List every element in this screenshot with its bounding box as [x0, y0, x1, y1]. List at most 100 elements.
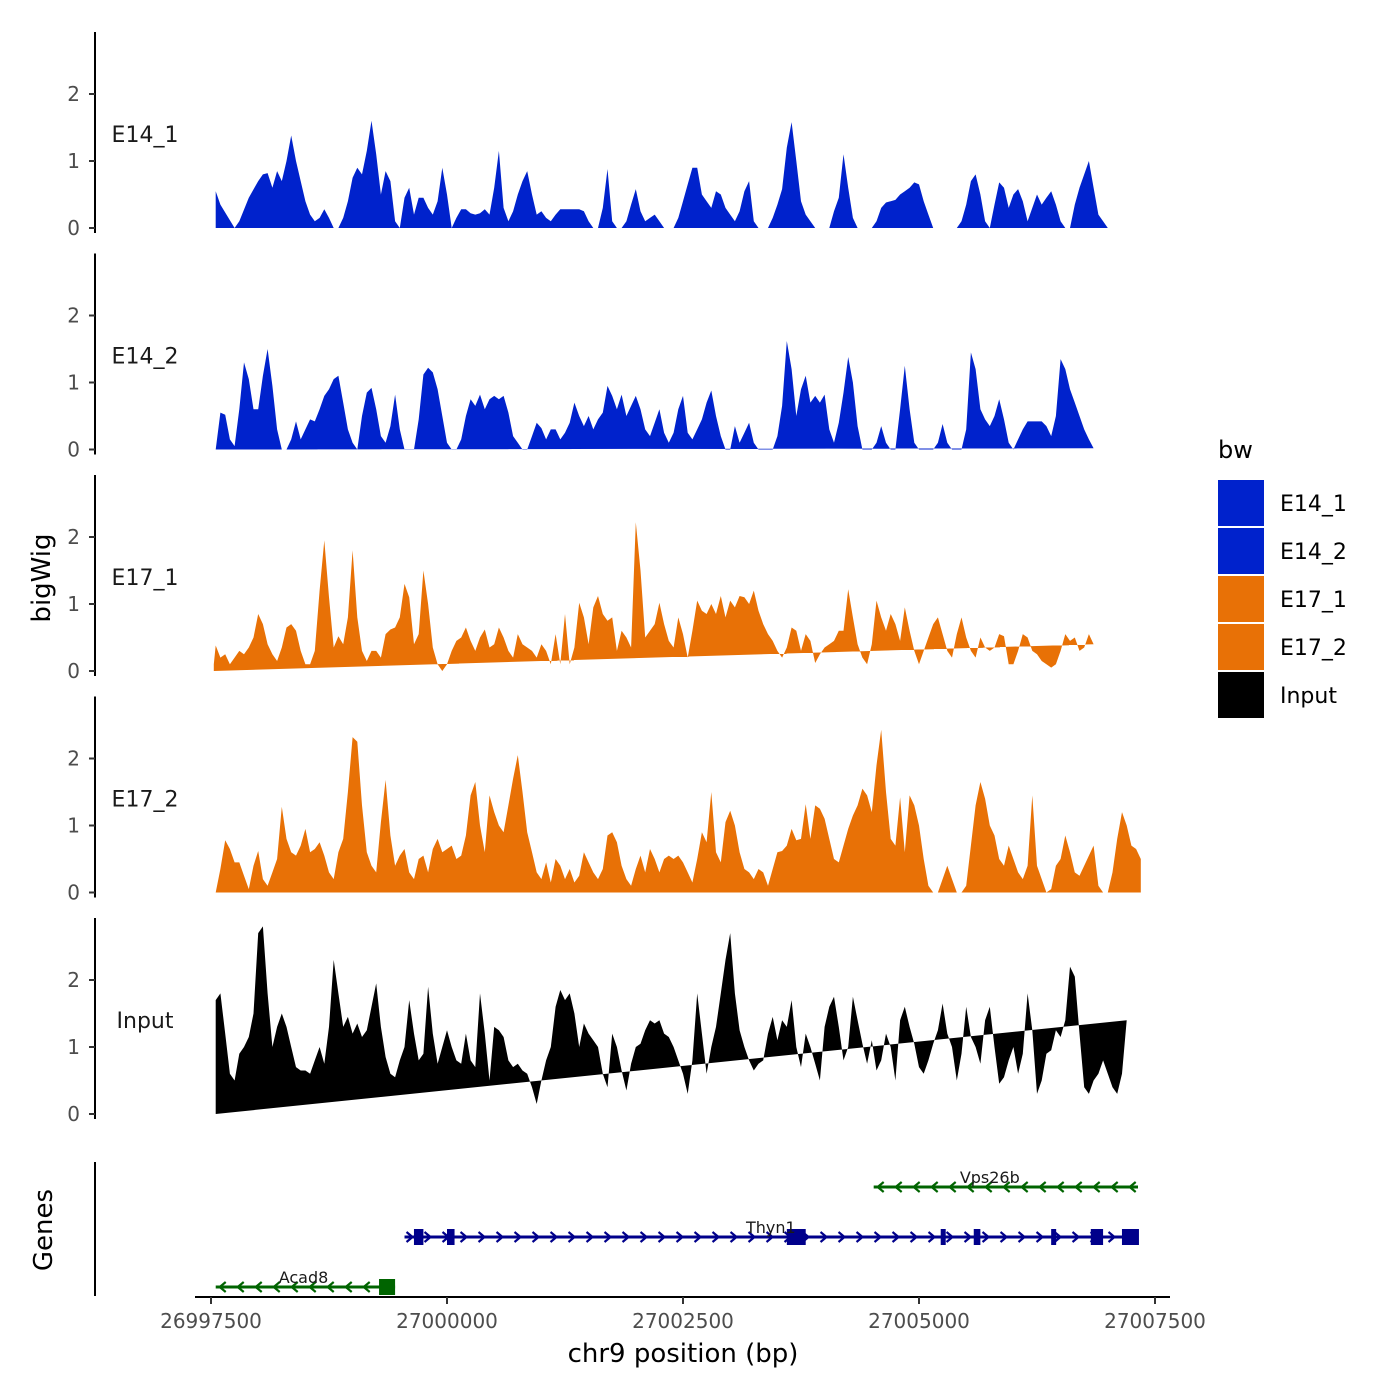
track-label: E17_1 [112, 566, 179, 591]
strand-chevron [272, 1281, 281, 1293]
strand-chevron [693, 1231, 703, 1243]
exon-block [1121, 1229, 1139, 1245]
gene-Thyn1: Thyn1 [404, 1218, 1139, 1245]
y-tick-label: 0 [67, 1102, 80, 1126]
track-label: E14_2 [112, 345, 179, 370]
strand-chevron [362, 1281, 371, 1293]
strand-chevron [1107, 1231, 1117, 1243]
track-label: E17_2 [112, 788, 179, 813]
y-tick-label: 0 [67, 438, 80, 462]
strand-chevron [1127, 1181, 1137, 1193]
legend-swatch [1218, 576, 1264, 622]
strand-chevron [983, 1181, 993, 1193]
strand-chevron [729, 1231, 739, 1243]
genes-axis-title: Genes [29, 1189, 59, 1271]
strand-chevron [911, 1181, 921, 1193]
y-tick-label: 2 [67, 82, 80, 106]
strand-chevron [326, 1281, 335, 1293]
strand-chevron [639, 1231, 649, 1243]
strand-chevron [875, 1181, 885, 1193]
signal-area-E14_1 [215, 120, 1113, 228]
gene-Vps26b: Vps26b [873, 1168, 1139, 1193]
signal-area-E17_1 [213, 522, 1094, 671]
exon-block [940, 1229, 946, 1245]
legend-label: Input [1280, 684, 1337, 709]
y-tick-label: 1 [67, 149, 80, 173]
signal-area-E14_2 [215, 341, 1094, 450]
y-tick-label: 1 [67, 814, 80, 838]
strand-chevron [893, 1181, 903, 1193]
strand-chevron [965, 1181, 975, 1193]
track-panel-E17_1: 0 1 2 E17_1 [67, 475, 1094, 683]
strand-chevron [531, 1231, 541, 1243]
y-tick-label: 0 [67, 216, 80, 240]
y-tick-label: 1 [67, 371, 80, 395]
x-axis: chr9 position (bp) 26997500 27000000 27002… [160, 1296, 1206, 1369]
strand-chevron [218, 1281, 227, 1293]
strand-chevron [513, 1231, 523, 1243]
strand-chevron [1037, 1181, 1047, 1193]
y-tick-label: 0 [67, 659, 80, 683]
track-label: Input [117, 1009, 174, 1034]
strand-chevron [254, 1281, 263, 1293]
legend: bw E14_1 E14_2 E17_1 E17_2 Input [1218, 436, 1347, 718]
strand-chevron [1109, 1181, 1119, 1193]
strand-chevron [891, 1231, 901, 1243]
strand-chevron [1001, 1181, 1011, 1193]
track-label: E14_1 [112, 123, 179, 148]
x-tick-label: 27005000 [868, 1309, 970, 1333]
gene-Acad8: Acad8 [215, 1268, 396, 1295]
legend-label: E14_2 [1280, 540, 1347, 565]
exon-block [379, 1279, 396, 1295]
x-tick-label: 27007500 [1104, 1309, 1206, 1333]
signal-area-E17_2 [215, 729, 1141, 893]
strand-chevron [963, 1231, 973, 1243]
y-tick-label: 0 [67, 881, 80, 905]
strand-chevron [477, 1231, 487, 1243]
legend-label: E17_2 [1280, 636, 1347, 661]
strand-chevron [929, 1181, 939, 1193]
strand-chevron [621, 1231, 631, 1243]
strand-chevron [308, 1281, 317, 1293]
signal-tracks: 0 1 2 E14_1 0 1 2 E14_2 0 1 2 E17_1 0 1 2 E17_2 0 1 2 Input [67, 32, 1141, 1126]
strand-chevron [765, 1231, 775, 1243]
gene-label: Thyn1 [745, 1218, 796, 1237]
strand-chevron [1019, 1181, 1029, 1193]
strand-chevron [405, 1231, 415, 1243]
strand-chevron [567, 1231, 577, 1243]
legend-swatch [1218, 528, 1264, 574]
strand-chevron [1035, 1231, 1045, 1243]
exon-block [1090, 1229, 1104, 1245]
y-tick-label: 2 [67, 747, 80, 771]
strand-chevron [603, 1231, 613, 1243]
exon-block [1051, 1229, 1057, 1245]
y-axis-title: bigWig [27, 533, 57, 622]
strand-chevron [855, 1231, 865, 1243]
x-axis-title: chr9 position (bp) [568, 1339, 799, 1369]
legend-label: E14_1 [1280, 492, 1347, 517]
strand-chevron [1053, 1231, 1063, 1243]
track-panel-E14_1: 0 1 2 E14_1 [67, 32, 1113, 240]
gene-label: Acad8 [279, 1268, 329, 1287]
y-tick-label: 2 [67, 968, 80, 992]
strand-chevron [945, 1231, 955, 1243]
strand-chevron [747, 1231, 757, 1243]
strand-chevron [657, 1231, 667, 1243]
strand-chevron [1055, 1181, 1065, 1193]
track-panel-E17_2: 0 1 2 E17_2 [67, 696, 1141, 905]
strand-chevron [675, 1231, 685, 1243]
strand-chevron [711, 1231, 721, 1243]
strand-chevron [459, 1231, 469, 1243]
strand-chevron [423, 1231, 433, 1243]
strand-chevron [981, 1231, 991, 1243]
exon-block [447, 1229, 455, 1245]
strand-chevron [819, 1231, 829, 1243]
track-panel-E14_2: 0 1 2 E14_2 [67, 253, 1094, 462]
y-tick-label: 2 [67, 304, 80, 328]
strand-chevron [999, 1231, 1009, 1243]
x-tick-label: 26997500 [160, 1309, 262, 1333]
strand-chevron [495, 1231, 505, 1243]
strand-chevron [837, 1231, 847, 1243]
strand-chevron [1017, 1231, 1027, 1243]
